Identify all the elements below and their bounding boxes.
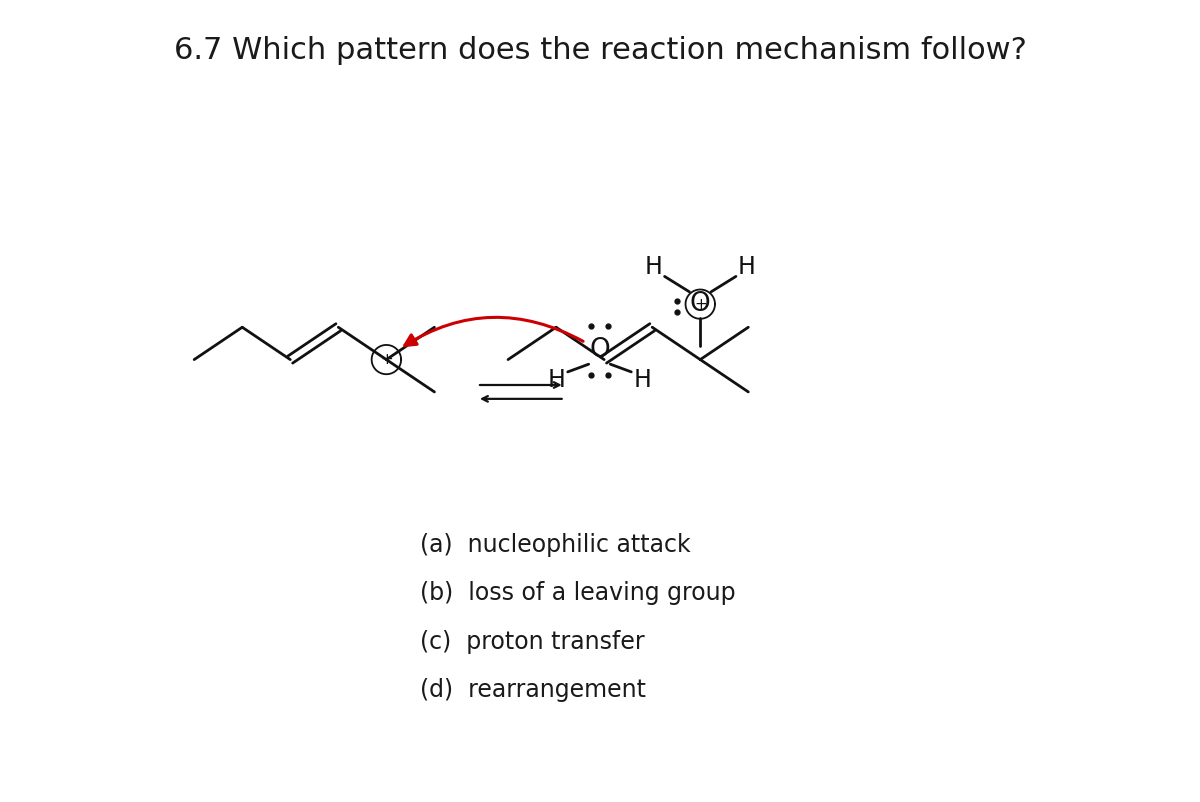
- Text: O: O: [589, 338, 610, 363]
- Text: 6.7 Which pattern does the reaction mechanism follow?: 6.7 Which pattern does the reaction mech…: [174, 36, 1026, 65]
- Text: (a)  nucleophilic attack: (a) nucleophilic attack: [420, 533, 691, 557]
- Text: H: H: [548, 367, 566, 391]
- Text: +: +: [694, 297, 707, 312]
- Text: O: O: [690, 291, 710, 317]
- Text: H: H: [738, 255, 756, 279]
- FancyArrowPatch shape: [404, 318, 583, 346]
- Text: +: +: [380, 352, 392, 367]
- Text: H: H: [644, 255, 662, 279]
- Text: (d)  rearrangement: (d) rearrangement: [420, 678, 646, 702]
- Text: (b)  loss of a leaving group: (b) loss of a leaving group: [420, 581, 736, 606]
- Text: H: H: [634, 367, 652, 391]
- Text: (c)  proton transfer: (c) proton transfer: [420, 630, 644, 654]
